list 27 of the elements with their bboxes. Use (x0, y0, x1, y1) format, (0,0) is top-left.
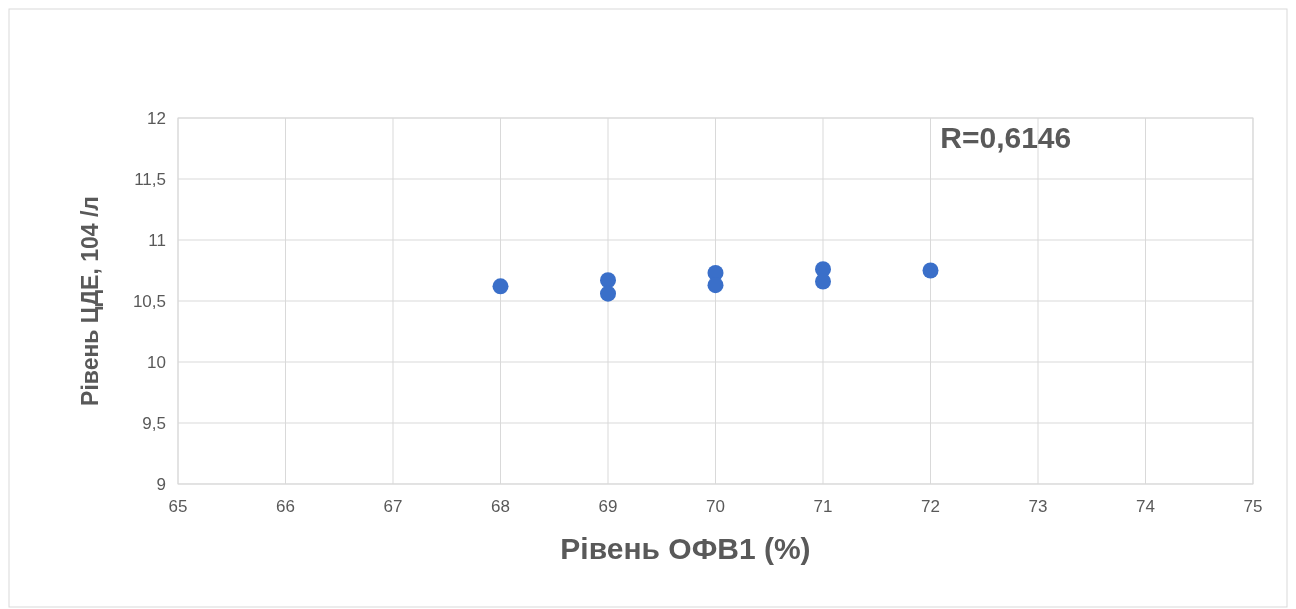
x-tick-label: 68 (491, 497, 510, 516)
x-tick-label: 69 (598, 497, 618, 516)
x-tick-label: 75 (1243, 497, 1263, 516)
x-tick-label: 73 (1028, 497, 1048, 516)
x-tick-label: 72 (921, 497, 940, 516)
x-axis-title: Рівень ОФВ1 (%) (560, 532, 811, 565)
x-tick-label: 67 (383, 497, 403, 516)
point (922, 262, 939, 279)
y-tick-label: 10 (147, 352, 166, 372)
y-tick-label: 12 (147, 108, 166, 128)
point (600, 272, 616, 289)
y-tick-label: 9 (156, 474, 166, 494)
y-tick-label: 11,5 (134, 169, 166, 189)
point (815, 273, 831, 290)
y-axis-title: Рівень ЦДЕ, 104 /л (77, 196, 103, 406)
y-tick-label: 9,5 (142, 413, 166, 433)
point (600, 285, 616, 302)
x-tick-label: 70 (706, 497, 725, 516)
point (707, 277, 724, 294)
y-tick-label: 10,5 (132, 291, 166, 311)
y-tick-label: 11 (148, 230, 166, 250)
annotation: R=0,6146 (940, 121, 1072, 154)
x-tick-label: 66 (276, 497, 295, 516)
x-tick-label: 65 (168, 497, 188, 516)
x-tick-label: 71 (813, 497, 833, 516)
x-tick-label: 74 (1136, 497, 1155, 516)
point (492, 278, 509, 295)
